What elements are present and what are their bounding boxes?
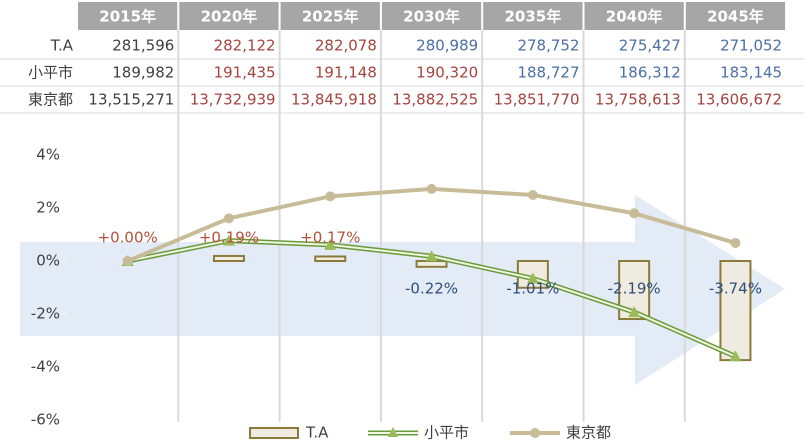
cell: 191,148: [315, 64, 377, 82]
y-tick-label: 4%: [36, 146, 60, 164]
cell: 13,845,918: [291, 91, 377, 109]
header-cell: [685, 2, 786, 30]
marker: [526, 272, 539, 284]
bar: [314, 255, 347, 262]
cell: 13,882,525: [392, 91, 478, 109]
row-label: 小平市: [28, 64, 73, 82]
value-label: -0.22%: [405, 280, 458, 298]
cell: 281,596: [112, 37, 174, 55]
marker: [426, 183, 437, 194]
value-label: -3.74%: [709, 280, 762, 298]
marker: [122, 256, 133, 266]
marker: [324, 238, 337, 250]
legend-swatch: [249, 427, 299, 439]
header-text: 2015年: [99, 8, 156, 26]
bar: [212, 254, 245, 262]
y-tick-label: 2%: [36, 199, 60, 217]
marker: [222, 234, 235, 246]
legend-label: T.A: [305, 424, 329, 442]
legend-marker: [388, 427, 398, 437]
cell: 275,427: [619, 37, 681, 55]
cell: 282,122: [214, 37, 276, 55]
cell: 13,758,613: [595, 91, 681, 109]
header-text: 2020年: [201, 8, 258, 26]
marker: [730, 237, 741, 248]
cell: 189,982: [112, 64, 174, 82]
value-label: +0.19%: [199, 229, 259, 247]
value-label: -2.19%: [608, 280, 661, 298]
marker: [629, 208, 640, 219]
cell: 191,435: [214, 64, 276, 82]
row-label: 東京都: [28, 91, 73, 109]
y-tick-label: -6%: [31, 411, 60, 429]
marker: [729, 350, 742, 362]
cell: 282,078: [315, 37, 377, 55]
header-text: 2045年: [707, 8, 764, 26]
marker: [425, 250, 438, 262]
header-cell: [280, 2, 380, 30]
header-cell: [381, 2, 482, 30]
header-text: 2040年: [606, 8, 663, 26]
y-tick-label: -4%: [31, 358, 60, 376]
header-cell: [483, 2, 583, 30]
marker: [223, 213, 234, 224]
cell: 13,515,271: [88, 91, 174, 109]
value-label: +0.17%: [300, 229, 360, 247]
row-label: T.A: [50, 37, 74, 55]
cell: 271,052: [720, 37, 782, 55]
header-text: 2035年: [504, 8, 561, 26]
legend-label: 東京都: [566, 424, 611, 442]
cell: 280,989: [416, 37, 478, 55]
header-cell: [78, 2, 178, 30]
value-label: +0.00%: [98, 229, 158, 247]
cell: 186,312: [619, 64, 681, 82]
value-label: -1.01%: [506, 280, 559, 298]
cell: 13,851,770: [494, 91, 580, 109]
cell: 278,752: [517, 37, 579, 55]
header-cell: [584, 2, 684, 30]
header-cell: [179, 2, 279, 30]
marker: [325, 191, 336, 202]
y-tick-label: -2%: [31, 305, 60, 323]
cell: 183,145: [720, 64, 782, 82]
cell: 13,732,939: [190, 91, 276, 109]
legend-marker: [530, 428, 540, 438]
cell: 190,320: [416, 64, 478, 82]
header-text: 2030年: [403, 8, 460, 26]
bar: [415, 260, 448, 268]
marker: [628, 306, 641, 318]
cell: 13,606,672: [696, 91, 782, 109]
legend-label: 小平市: [424, 424, 469, 442]
cell: 188,727: [517, 64, 579, 82]
bar: [719, 260, 752, 362]
y-tick-label: 0%: [36, 252, 60, 270]
header-text: 2025年: [302, 8, 359, 26]
marker: [527, 190, 538, 201]
